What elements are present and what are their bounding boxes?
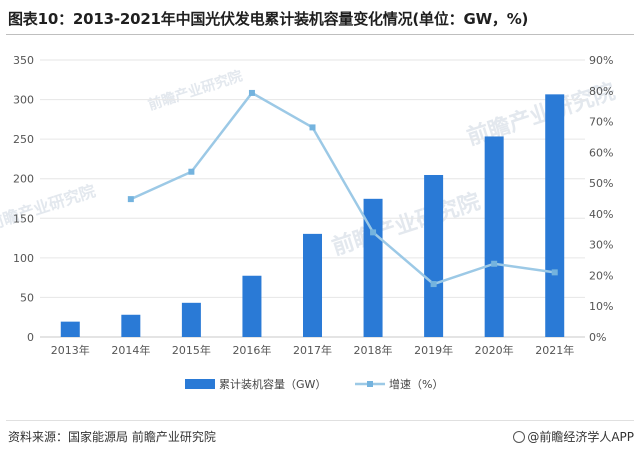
credit-line: @前瞻经济学人APP (513, 428, 634, 445)
line-point (430, 281, 437, 288)
x-tick-label: 2017年 (293, 343, 332, 357)
x-tick-label: 2014年 (111, 343, 150, 357)
x-tick-label: 2019年 (414, 343, 453, 357)
growth-line (130, 91, 555, 286)
y-left-tick-label: 50 (20, 291, 34, 304)
chart-title: 图表10：2013-2021年中国光伏发电累计装机容量变化情况(单位：GW，%) (8, 10, 529, 28)
line-point (370, 229, 377, 236)
bar (545, 94, 565, 338)
bar (303, 233, 322, 337)
y-right-tick-label: 30% (589, 239, 613, 252)
y-right-tick-label: 40% (589, 208, 613, 221)
x-tick-label: 2020年 (475, 343, 514, 357)
y-right-tick-label: 60% (589, 146, 613, 159)
credit-text: @前瞻经济学人APP (527, 430, 634, 444)
y-left-tick-label: 350 (13, 54, 34, 67)
line-point (551, 269, 558, 276)
bar-series (60, 94, 565, 338)
bar (242, 275, 262, 337)
y-right-tick-label: 80% (589, 85, 613, 98)
bar (181, 302, 201, 337)
line-point (248, 89, 255, 96)
legend-swatch-bar (185, 379, 215, 389)
y-left-tick-label: 0 (27, 331, 34, 344)
y-left-tick-label: 200 (13, 173, 34, 186)
bar (484, 136, 504, 337)
bar (60, 321, 80, 337)
y-left-tick-label: 250 (13, 133, 34, 146)
y-right-tick-label: 10% (589, 300, 613, 313)
y-right-tick-label: 0% (589, 331, 606, 344)
watermark-text: 前瞻产业研究院 (329, 188, 484, 260)
bar (424, 174, 444, 337)
legend-label-bar: 累计装机容量（GW） (219, 377, 326, 391)
y-left-tick-label: 300 (13, 94, 34, 107)
watermark-text: 前瞻产业研究院 (146, 67, 244, 113)
y-left-tick-label: 150 (13, 212, 34, 225)
y-left-tick-label: 100 (13, 252, 34, 265)
x-tick-label: 2016年 (232, 343, 271, 357)
line-point (309, 124, 316, 131)
x-tick-label: 2013年 (51, 343, 90, 357)
y-right-tick-label: 50% (589, 177, 613, 190)
line-series (127, 89, 558, 288)
y-right-tick-label: 90% (589, 54, 613, 67)
legend-label-line: 增速（%） (389, 377, 443, 391)
x-tick-label: 2018年 (354, 343, 393, 357)
line-point (491, 260, 498, 267)
source-note: 资料来源：国家能源局 前瞻产业研究院 (8, 430, 216, 444)
legend: 累计装机容量（GW） 增速（%） (185, 377, 443, 391)
brand-logo-icon (513, 431, 526, 443)
x-tick-label: 2021年 (535, 343, 574, 357)
watermark-text: 前瞻产业研究院 (0, 181, 98, 234)
bar (363, 198, 383, 337)
y-right-tick-label: 20% (589, 269, 613, 282)
title-divider (6, 34, 634, 35)
x-tick-label: 2015年 (172, 343, 211, 357)
line-point (188, 168, 195, 175)
legend-swatch-marker (367, 381, 373, 387)
line-point (127, 196, 134, 203)
axes: 0 50 100 150 200 250 300 350 0% 10% 20% 30% 40% 50% 60… (13, 54, 613, 357)
y-right-tick-label: 70% (589, 116, 613, 129)
bar (121, 314, 141, 337)
footer-divider (6, 420, 634, 421)
